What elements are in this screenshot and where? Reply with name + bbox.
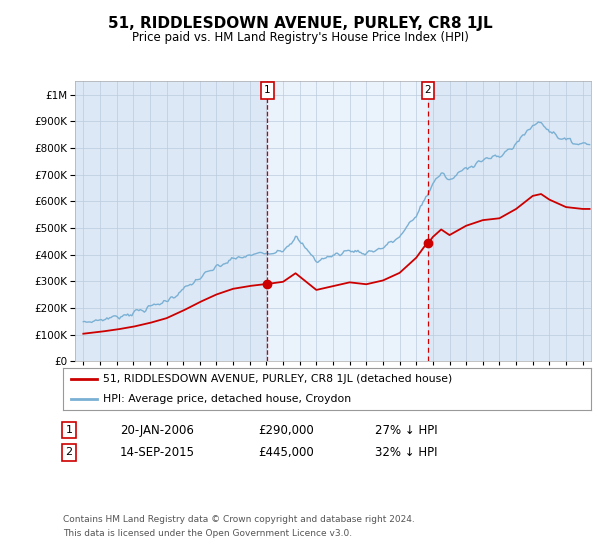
Text: HPI: Average price, detached house, Croydon: HPI: Average price, detached house, Croy… (103, 394, 351, 404)
Text: 14-SEP-2015: 14-SEP-2015 (120, 446, 195, 459)
Text: 51, RIDDLESDOWN AVENUE, PURLEY, CR8 1JL (detached house): 51, RIDDLESDOWN AVENUE, PURLEY, CR8 1JL … (103, 374, 452, 384)
Text: 1: 1 (264, 85, 271, 95)
Text: £290,000: £290,000 (258, 423, 314, 437)
Text: Contains HM Land Registry data © Crown copyright and database right 2024.: Contains HM Land Registry data © Crown c… (63, 515, 415, 524)
Text: £445,000: £445,000 (258, 446, 314, 459)
Text: 27% ↓ HPI: 27% ↓ HPI (375, 423, 437, 437)
Text: Price paid vs. HM Land Registry's House Price Index (HPI): Price paid vs. HM Land Registry's House … (131, 31, 469, 44)
Text: 51, RIDDLESDOWN AVENUE, PURLEY, CR8 1JL: 51, RIDDLESDOWN AVENUE, PURLEY, CR8 1JL (107, 16, 493, 31)
Text: 1: 1 (65, 425, 73, 435)
Text: 20-JAN-2006: 20-JAN-2006 (120, 423, 194, 437)
Text: 2: 2 (425, 85, 431, 95)
Text: This data is licensed under the Open Government Licence v3.0.: This data is licensed under the Open Gov… (63, 529, 352, 538)
Text: 2: 2 (65, 447, 73, 458)
Text: 32% ↓ HPI: 32% ↓ HPI (375, 446, 437, 459)
Bar (267, 81, 428, 361)
